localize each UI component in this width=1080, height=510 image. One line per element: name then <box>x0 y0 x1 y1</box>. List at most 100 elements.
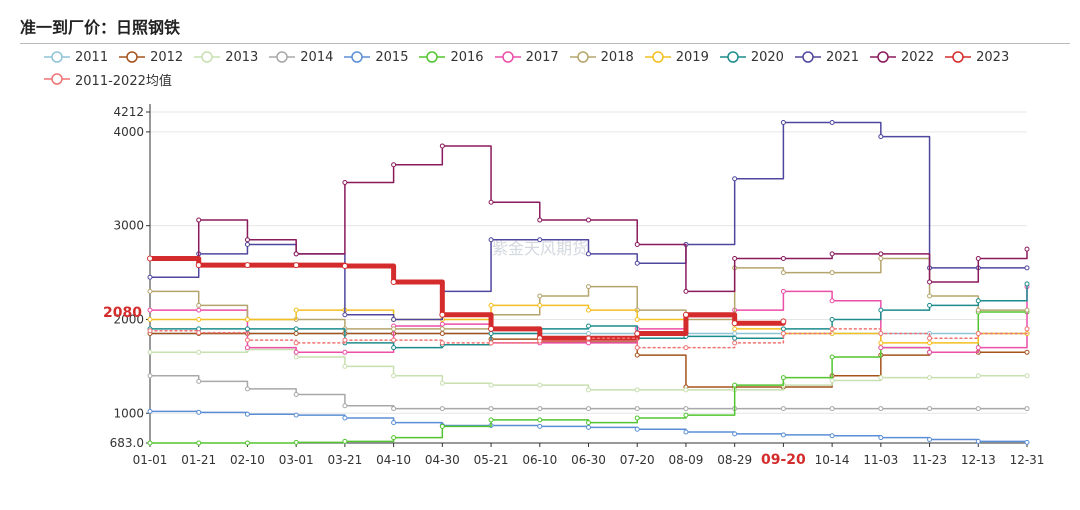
x-tick-label: 05-21 <box>474 453 509 467</box>
series-point-2015 <box>488 422 494 428</box>
x-tick-label: 10-14 <box>815 453 850 467</box>
series-point-2022 <box>878 251 884 257</box>
legend-item-2020[interactable]: 2020 <box>719 46 784 68</box>
legend-item-2016[interactable]: 2016 <box>419 46 484 68</box>
series-point-2013 <box>244 346 250 352</box>
series-point-2023 <box>634 330 641 337</box>
series-point-2016 <box>878 345 884 351</box>
series-point-2021 <box>1024 265 1030 271</box>
series-point-2020 <box>342 340 348 346</box>
legend-item-2023[interactable]: 2023 <box>945 46 1009 68</box>
series-point-2019 <box>488 302 494 308</box>
series-point-2018 <box>975 307 981 313</box>
legend-label: 2021 <box>825 49 860 65</box>
series-point-2019 <box>829 331 835 337</box>
legend-item-2011-2022均值[interactable]: 2011-2022均值 <box>44 68 172 90</box>
series-point-2023 <box>390 278 397 285</box>
series-point-2017 <box>537 340 543 346</box>
series-point-2016 <box>829 354 835 360</box>
series-point-2015 <box>586 424 591 430</box>
series-point-2015 <box>537 423 543 429</box>
series-point-2020 <box>196 326 202 332</box>
series-point-2012 <box>829 373 835 379</box>
series-point-2022 <box>488 199 494 205</box>
legend-item-2022[interactable]: 2022 <box>870 46 934 68</box>
series-point-2020 <box>537 326 543 332</box>
series-point-2022 <box>732 256 738 262</box>
series-point-2018 <box>878 256 884 262</box>
series-point-2019 <box>147 316 153 322</box>
series-point-2019 <box>586 307 591 313</box>
series-point-2019 <box>780 331 786 337</box>
legend-item-2017[interactable]: 2017 <box>494 46 559 68</box>
series-point-2020 <box>975 298 981 304</box>
series-point-2015 <box>683 429 689 435</box>
series-point-2022 <box>683 288 689 294</box>
highlight-value-label: 2080 <box>103 305 142 321</box>
series-point-2021 <box>488 237 494 243</box>
series-point-2011-2022均值 <box>732 340 738 346</box>
legend-item-2013[interactable]: 2013 <box>194 46 258 68</box>
series-point-2017 <box>1024 284 1030 290</box>
series-point-2015 <box>634 426 640 432</box>
series-point-2011 <box>244 331 250 337</box>
series-point-2017 <box>829 298 835 304</box>
series-point-2019 <box>244 316 250 322</box>
legend-item-2014[interactable]: 2014 <box>269 46 333 68</box>
series-point-2014 <box>196 378 202 384</box>
series-point-2016 <box>391 435 397 441</box>
series-point-2013 <box>829 377 835 383</box>
legend-item-2021[interactable]: 2021 <box>794 46 860 68</box>
legend-label: 2022 <box>901 49 935 65</box>
x-tick-label: 06-10 <box>522 453 557 467</box>
series-point-2011 <box>537 331 543 337</box>
series-point-2011-2022均值 <box>147 328 153 334</box>
series-point-2021 <box>391 316 397 322</box>
series-point-2019 <box>439 316 445 322</box>
series-point-2014 <box>147 373 153 379</box>
series-point-2022 <box>829 251 835 257</box>
series-line-2023 <box>147 256 786 341</box>
series-point-2014 <box>342 403 348 409</box>
watermark-text: 紫金天风期货 <box>492 239 588 258</box>
series-point-2019 <box>683 312 689 318</box>
series-point-2013 <box>293 354 299 360</box>
series-point-2011 <box>1024 331 1030 337</box>
series-line-2013 <box>149 348 1028 391</box>
series-point-2023 <box>682 311 689 318</box>
series-line-2015 <box>149 410 1028 444</box>
legend-item-2015[interactable]: 2015 <box>344 46 408 68</box>
series-point-2013 <box>975 373 981 379</box>
series-point-2019 <box>878 340 884 346</box>
legend-item-2019[interactable]: 2019 <box>644 46 709 68</box>
series-point-2016 <box>342 438 348 444</box>
series-point-2017 <box>878 345 884 351</box>
series-point-2019 <box>293 307 299 313</box>
series-point-2013 <box>391 373 397 379</box>
series-point-2014 <box>1024 406 1030 412</box>
series-point-2012 <box>683 384 689 390</box>
legend-label: 2012 <box>150 49 184 65</box>
series-point-2012 <box>586 339 591 345</box>
legend-line-marker-icon <box>870 51 897 63</box>
series-point-2021 <box>586 251 591 257</box>
series-point-2017 <box>634 326 640 332</box>
series-point-2013 <box>586 387 591 393</box>
series-point-2022 <box>391 162 397 168</box>
series-point-2011 <box>829 331 835 337</box>
series-point-2011 <box>196 331 202 337</box>
legend-line-marker-icon <box>344 51 371 63</box>
series-point-2015 <box>439 422 445 428</box>
legend-line-marker-icon <box>44 51 70 63</box>
series-point-2011-2022均值 <box>634 345 640 351</box>
legend-item-2012[interactable]: 2012 <box>119 46 183 68</box>
legend-item-2011[interactable]: 2011 <box>44 46 108 68</box>
x-tick-label: 01-21 <box>181 453 216 467</box>
legend-item-2018[interactable]: 2018 <box>569 46 634 68</box>
series-point-2015 <box>975 438 981 444</box>
series-point-2019 <box>732 326 738 332</box>
series-point-2020 <box>1024 281 1030 287</box>
series-point-2019 <box>391 316 397 322</box>
series-point-2013 <box>927 375 933 381</box>
series-line-2016 <box>149 311 1028 444</box>
